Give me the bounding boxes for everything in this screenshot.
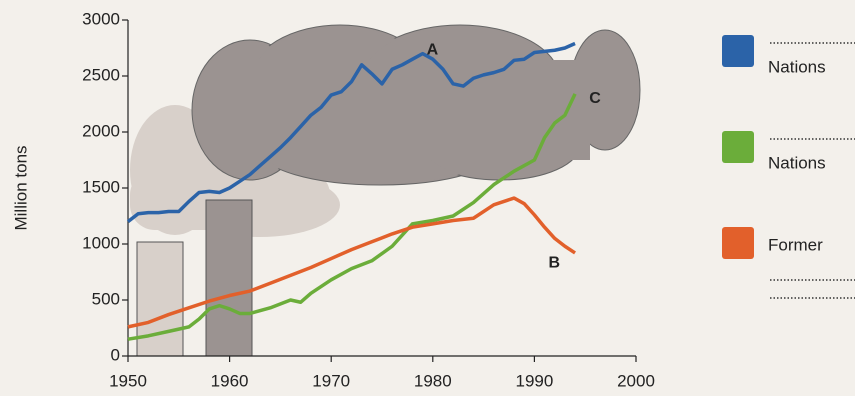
x-tick-label: 2000 bbox=[617, 371, 655, 390]
line-label: B bbox=[549, 254, 561, 271]
y-tick-label: 2000 bbox=[82, 121, 120, 140]
legend-swatch bbox=[722, 227, 754, 259]
chart: Million tons 0 500 1000 1500 2000 2500 3000 195… bbox=[0, 0, 855, 396]
legend-label: Former bbox=[768, 235, 823, 254]
legend-swatch bbox=[722, 131, 754, 163]
x-tick-label: 1960 bbox=[211, 371, 249, 390]
legend-label: Nations bbox=[768, 57, 826, 76]
x-tick-label: 1970 bbox=[312, 371, 350, 390]
legend-label: Nations bbox=[768, 153, 826, 172]
x-tick-label: 1990 bbox=[515, 371, 553, 390]
line-label: C bbox=[589, 90, 601, 107]
x-tick-label: 1950 bbox=[109, 371, 147, 390]
y-tick-label: 500 bbox=[92, 289, 120, 308]
legend-swatch bbox=[722, 35, 754, 67]
y-axis-label: Million tons bbox=[11, 145, 30, 230]
y-tick-label: 1500 bbox=[82, 177, 120, 196]
x-tick-label: 1980 bbox=[414, 371, 452, 390]
line-label: A bbox=[427, 42, 439, 59]
y-tick-label: 1000 bbox=[82, 233, 120, 252]
y-tick-label: 2500 bbox=[82, 65, 120, 84]
y-tick-label: 3000 bbox=[82, 9, 120, 28]
y-tick-label: 0 bbox=[111, 345, 120, 364]
